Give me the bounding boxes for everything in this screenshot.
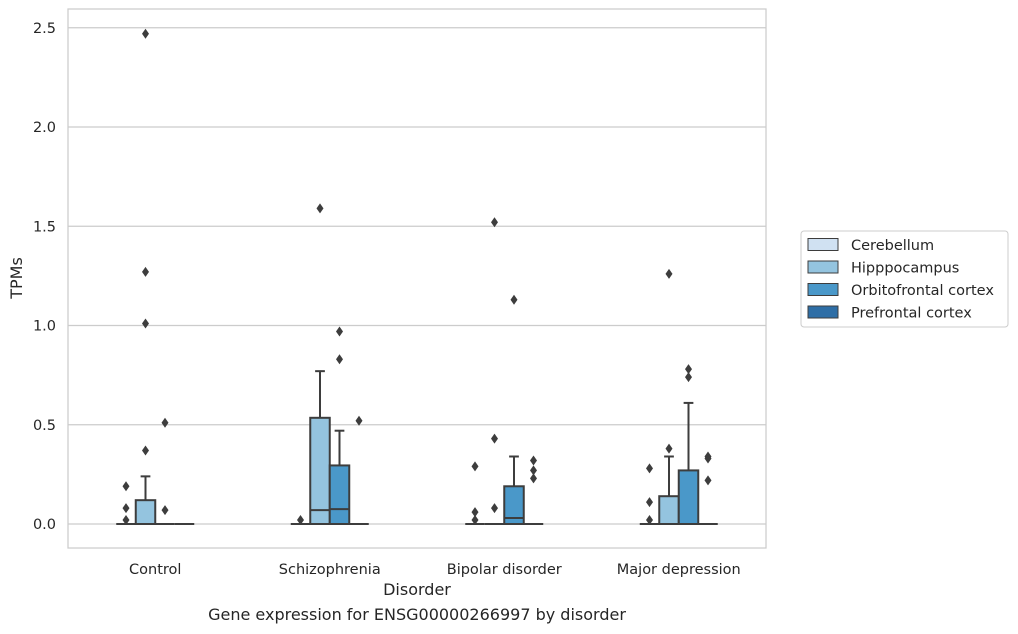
legend-frame [800,230,1009,328]
outlier-point [685,372,692,383]
outlier-point [665,268,673,279]
y-tick-label: 1.5 [33,219,56,235]
outlier-point [297,515,304,526]
y-tick-label: 0.0 [33,517,56,533]
outlier-point [122,481,130,492]
box-body [658,495,680,525]
box-body [503,485,525,526]
outlier-point [471,461,479,472]
outlier-point [122,503,130,514]
outlier-point [704,475,712,486]
legend-swatch [807,305,839,319]
outlier-point [161,417,169,428]
box-2-3 [677,364,700,525]
box-1-2 [484,217,505,525]
x-tick-label: Major depression [617,562,741,578]
outlier-point [142,28,149,39]
box-0-0 [116,481,136,526]
box-3-2 [523,455,544,525]
outlier-point [142,445,149,456]
box-body [309,416,331,525]
legend-swatch [807,260,839,274]
outlier-point [685,364,692,375]
legend-label: Prefrontal cortex [851,306,972,322]
box-3-3 [698,451,718,525]
y-axis-label: TPMs [7,257,26,300]
outlier-point [161,505,169,516]
x-tick-label: Bipolar disorder [447,562,562,578]
plot-frame [67,8,767,549]
chart-caption: Gene expression for ENSG00000266997 by d… [208,605,626,624]
box-2-1 [328,326,351,526]
box-body [328,464,351,526]
box-1-0 [134,28,157,525]
y-tick-label: 1.0 [33,319,56,335]
box-1-1 [309,203,331,525]
outlier-point [142,318,149,329]
outlier-point [122,515,130,526]
outlier-point [665,443,673,454]
outlier-point [316,203,324,214]
box-body [134,499,157,525]
outlier-point [646,515,653,526]
box-0-3 [639,463,660,526]
outlier-point [471,515,479,526]
outlier-point [704,453,712,464]
box-body [677,469,700,525]
legend-swatch [807,238,839,251]
outlier-point [336,354,343,365]
outlier-point [355,415,363,426]
legend-label: Orbitofrontal cortex [851,283,994,299]
outlier-point [646,463,653,474]
outlier-point [530,455,537,466]
outlier-point [530,473,537,484]
x-tick-label: Schizophrenia [279,562,381,578]
box-2-2 [503,294,525,526]
y-tick-label: 2.5 [33,21,56,37]
outlier-point [646,497,653,508]
legend: Cerebellum Hipppocampus Orbitofrontal cort… [800,230,1009,328]
outlier-point [336,326,343,337]
box-2-0 [155,417,175,525]
x-tick-label: Control [129,562,181,578]
outlier-point [510,294,518,305]
outlier-point [530,465,537,476]
y-tick-label: 0.5 [33,418,56,434]
box-1-3 [658,268,680,525]
box-0-2 [465,461,485,526]
y-tick-label: 2.0 [33,120,56,136]
outlier-point [491,217,498,228]
legend-label: Cerebellum [851,238,934,254]
legend-label: Hipppocampus [851,261,959,277]
box-0-1 [290,515,311,526]
legend-swatch [807,283,839,296]
outlier-point [491,503,498,514]
outlier-point [142,266,149,277]
box-3-1 [349,415,369,525]
outlier-point [491,433,498,444]
x-axis-label: Disorder [383,580,451,599]
outlier-point [471,507,479,518]
